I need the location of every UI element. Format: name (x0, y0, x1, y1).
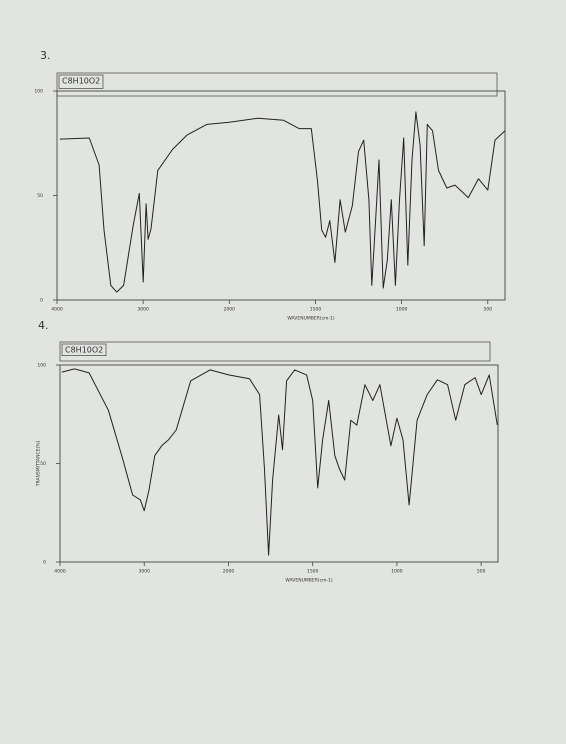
spectrum-line (59, 111, 506, 293)
title-strip (56, 72, 498, 97)
x-tick-label: 1500 (310, 307, 322, 313)
formula: C8H10O2 (65, 346, 103, 355)
x-tick-label: 2000 (223, 569, 235, 575)
y-tick-label: 50 (37, 193, 43, 199)
y-tick-label: 0 (43, 560, 46, 566)
x-tick-label: 1000 (391, 569, 403, 575)
y-tick-label: 100 (37, 363, 46, 369)
y-tick-label: 100 (34, 89, 43, 95)
y-axis-label: TRANSMITTANCE(%) (36, 441, 42, 488)
x-tick-label: 500 (477, 569, 486, 575)
formula-box (58, 74, 104, 89)
x-tick-label: 4000 (51, 307, 63, 313)
x-tick-label: 3000 (137, 307, 149, 313)
x-tick-label: 4000 (54, 569, 66, 575)
y-tick-label: 0 (40, 298, 43, 304)
y-tick-label: 50 (40, 461, 46, 467)
title-strip (59, 341, 491, 362)
spectrum-line (61, 368, 498, 556)
spectrum-number: 4. (38, 319, 49, 332)
formula-box (61, 343, 107, 356)
x-tick-label: 2000 (224, 307, 236, 313)
x-tick-label: 1000 (396, 307, 408, 313)
spectrum-number: 3. (40, 49, 51, 62)
formula: C8H10O2 (62, 77, 100, 86)
x-tick-label: 1500 (307, 569, 319, 575)
x-axis-label: WAVENUMBER(cm-1) (285, 578, 333, 584)
x-tick-label: 3000 (139, 569, 151, 575)
x-axis-label: WAVENUMBER(cm-1) (287, 316, 335, 322)
x-tick-label: 500 (483, 307, 492, 313)
